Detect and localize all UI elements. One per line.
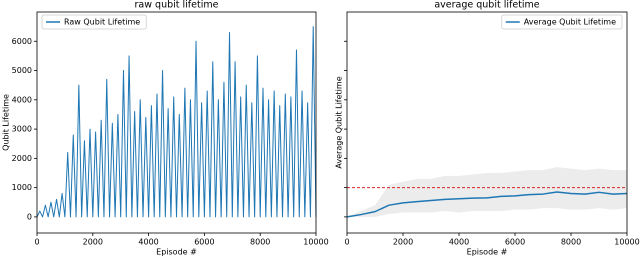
x-tick-label: 0: [34, 238, 39, 247]
y-tick-label: 4000: [12, 95, 32, 104]
x-tick-label: 6000: [505, 238, 525, 247]
panel-title: raw qubit lifetime: [135, 0, 219, 11]
panel-title: average qubit lifetime: [434, 0, 539, 11]
y-tick-label: 1000: [12, 183, 32, 192]
x-tick-label: 10000: [614, 238, 639, 247]
x-tick-label: 6000: [194, 238, 214, 247]
y-tick-label: 3000: [12, 125, 32, 134]
x-tick-label: 2000: [83, 238, 103, 247]
x-tick-label: 8000: [561, 238, 581, 247]
x-tick-label: 0: [344, 238, 349, 247]
y-tick-label: 0: [27, 212, 32, 221]
x-tick-label: 10000: [303, 238, 328, 247]
x-tick-label: 4000: [449, 238, 469, 247]
series-line: [346, 191, 628, 218]
x-tick-label: 2000: [393, 238, 413, 247]
y-tick-label: 6000: [12, 37, 32, 46]
y-axis-label: Qubit Lifetime: [2, 94, 11, 151]
y-tick-label: 5000: [12, 66, 32, 75]
x-tick-label: 4000: [138, 238, 158, 247]
legend-box: [41, 14, 147, 30]
legend-box: [501, 14, 623, 30]
legend-label: Raw Qubit Lifetime: [64, 18, 140, 27]
series-line: [36, 26, 317, 218]
x-tick-label: 8000: [250, 238, 270, 247]
y-tick-label: 2000: [12, 154, 32, 163]
x-axis-label: Episode #: [156, 248, 197, 257]
x-axis-label: Episode #: [467, 248, 508, 257]
legend-label: Average Qubit Lifetime: [524, 18, 616, 27]
y-axis-label: Average Qubit Lifetime: [335, 76, 344, 168]
std-band: [347, 167, 627, 217]
axes-frame: [346, 11, 628, 234]
axes-frame: [36, 11, 317, 234]
